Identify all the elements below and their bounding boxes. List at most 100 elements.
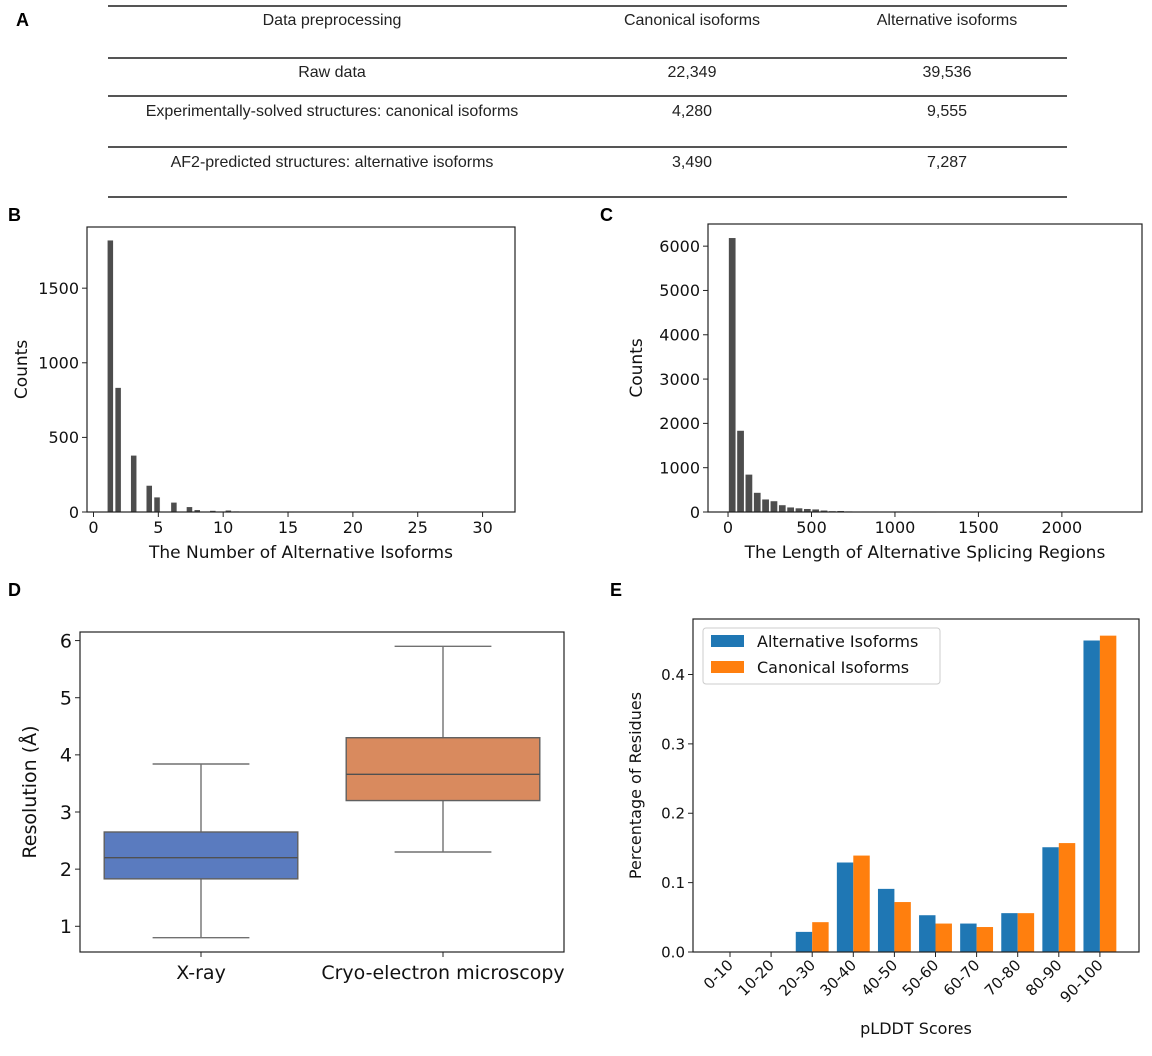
chart-b-xtick-label: 0 (88, 518, 98, 537)
table-rule-bottom (108, 196, 1067, 198)
chart-e-xtick-label: 70-80 (981, 956, 1025, 1000)
chart-d-ytick-label: 2 (60, 859, 72, 881)
chart-e-ytick-label: 0.3 (661, 735, 685, 753)
table-cell: 39,536 (922, 64, 972, 81)
chart-d-ytick-label: 6 (60, 630, 72, 652)
chart-e-bar-alternative (795, 931, 813, 952)
chart-e-legend-label: Canonical Isoforms (757, 658, 909, 677)
chart-c-ytick-label: 1000 (659, 458, 700, 477)
chart-b-ylabel: Counts (12, 340, 32, 399)
chart-c-xlabel: The Length of Alternative Splicing Regio… (744, 543, 1106, 563)
chart-e-ytick-label: 0.2 (661, 805, 685, 823)
chart-d-box-1 (345, 645, 541, 853)
chart-e-ytick-label: 0.1 (661, 874, 685, 892)
chart-d-box-0 (103, 763, 299, 939)
chart-b-bar (130, 454, 138, 513)
panel-label-c: C (600, 205, 613, 225)
chart-e-legend-frame (702, 627, 941, 685)
table-header-alternative: Alternative isoforms (876, 12, 1018, 29)
chart-b-ytick-label: 1500 (38, 279, 79, 298)
chart-c-xtick-label: 1000 (875, 518, 916, 537)
chart-c-bar (769, 500, 778, 513)
panel-label-b: B (8, 205, 21, 225)
table-header-preprocessing: Data preprocessing (262, 12, 402, 29)
table-rule (108, 95, 1067, 97)
chart-b-xtick-label: 5 (153, 518, 163, 537)
chart-e-bar-canonical (1058, 843, 1076, 952)
chart-e-bar-alternative (1083, 640, 1100, 952)
chart-e: 0-1010-2020-3030-4040-5050-6060-7070-808… (626, 618, 1140, 1038)
table-header-canonical: Canonical isoforms (623, 12, 761, 29)
chart-b-bar (106, 239, 114, 513)
chart-d-ytick-label: 1 (60, 916, 72, 938)
chart-b-xlabel: The Number of Alternative Isoforms (148, 543, 453, 563)
panel-label-e: E (610, 580, 623, 600)
chart-c-frame (707, 223, 1143, 513)
chart-b-xtick-label: 20 (343, 518, 363, 537)
chart-c-ytick-label: 5000 (659, 281, 700, 300)
chart-e-bar-alternative (960, 923, 977, 952)
chart-c-ytick-label: 3000 (659, 370, 700, 389)
chart-b-xtick-label: 25 (408, 518, 428, 537)
chart-c-xtick-label: 1500 (958, 518, 999, 537)
table-cell: 9,555 (926, 103, 968, 120)
chart-e-bar-alternative (1042, 847, 1059, 952)
chart-c-bar (786, 506, 795, 513)
chart-c: 0 1000 2000 3000 4000 5000 6000 0 500 1000 1500 200… (627, 223, 1143, 563)
chart-e-bar-canonical (853, 855, 870, 952)
chart-e-xtick-label: 10-20 (734, 956, 778, 1000)
chart-d-iqr-box (103, 831, 299, 880)
chart-e-bar-alternative (877, 888, 895, 952)
chart-e-bar-canonical (894, 902, 911, 952)
chart-b-xtick-label: 10 (213, 518, 233, 537)
chart-e-bar-alternative (919, 915, 936, 952)
chart-e-xtick-label: 30-40 (817, 956, 861, 1000)
chart-c-bar (728, 237, 737, 513)
chart-d-iqr-box (345, 737, 541, 802)
chart-b-xtick-label: 30 (472, 518, 492, 537)
table-rule (108, 57, 1067, 59)
chart-c-xtick-label: 2000 (1042, 518, 1083, 537)
panel-label-d: D (8, 580, 21, 600)
chart-b: 0 500 1000 1500 0 5 10 15 20 25 30 The Number of Al… (12, 226, 516, 563)
chart-e-bar-canonical (1017, 913, 1035, 952)
chart-b-ytick-label: 500 (48, 428, 79, 447)
chart-c-xtick-label: 500 (796, 518, 827, 537)
table-cell: 22,349 (667, 64, 717, 81)
chart-b-xtick-label: 15 (278, 518, 298, 537)
chart-c-bar (778, 504, 787, 513)
chart-e-xtick-label: 60-70 (940, 956, 984, 1000)
chart-c-xtick-label: 0 (723, 518, 733, 537)
table-cell: AF2-predicted structures: alternative is… (170, 154, 494, 171)
chart-e-bar-canonical (976, 927, 994, 952)
table-rule-top (108, 5, 1067, 7)
table-cell: Raw data (298, 64, 366, 81)
chart-b-frame (86, 226, 516, 513)
chart-e-bar-canonical (1099, 635, 1117, 952)
chart-e-bar-alternative (836, 862, 854, 952)
chart-d-ylabel: Resolution (Å) (18, 725, 41, 858)
chart-e-legend-swatch (711, 635, 744, 647)
table-cell: 7,287 (926, 154, 968, 171)
chart-e-xtick-label: 20-30 (775, 956, 819, 1000)
chart-e-legend-label: Alternative Isoforms (757, 632, 918, 651)
chart-e-ytick-label: 0.0 (661, 943, 685, 961)
table-cell: 3,490 (671, 154, 713, 171)
chart-e-bar-canonical (812, 922, 829, 952)
chart-c-ytick-label: 2000 (659, 414, 700, 433)
chart-e-xtick-label: 40-50 (858, 956, 902, 1000)
chart-c-ytick-label: 0 (690, 503, 700, 522)
chart-e-bar-alternative (1001, 913, 1018, 952)
chart-b-ytick-label: 0 (69, 503, 79, 522)
table-cell: 4,280 (671, 103, 713, 120)
chart-b-bar (114, 387, 122, 513)
table-cell: Experimentally-solved structures: canoni… (145, 103, 519, 120)
chart-b-bar (153, 496, 161, 513)
chart-e-legend: Alternative Isoforms Canonical Isoforms (702, 627, 941, 685)
chart-b-ytick-label: 1000 (38, 354, 79, 373)
table-rule (108, 146, 1067, 148)
chart-e-xtick-label: 0-10 (700, 956, 737, 993)
chart-e-xtick-label: 90-100 (1056, 956, 1106, 1006)
chart-c-bar (744, 474, 753, 513)
chart-c-ylabel: Counts (627, 338, 647, 397)
